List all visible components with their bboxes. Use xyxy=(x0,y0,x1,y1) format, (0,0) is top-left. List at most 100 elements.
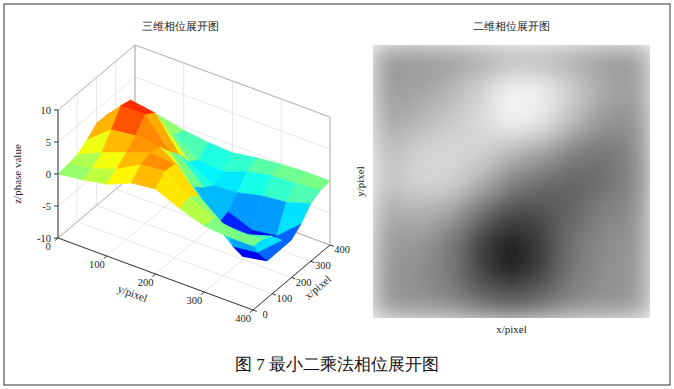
heatmap-cell xyxy=(404,45,435,76)
heatmap-cell xyxy=(619,75,650,106)
heatmap-cell xyxy=(496,257,527,288)
caption: 图 7 最小二乘法相位展开图 xyxy=(235,355,439,374)
grid-line xyxy=(58,45,135,110)
grid-line xyxy=(135,45,330,117)
heatmap-cell xyxy=(435,288,466,318)
heatmap-cell xyxy=(404,227,435,258)
heatmap-cell xyxy=(373,166,404,197)
box-edge xyxy=(58,45,135,110)
heatmap-cell xyxy=(496,106,527,137)
heatmap-cell xyxy=(558,166,589,197)
heatmap-cell xyxy=(558,288,589,318)
heatmap-cell xyxy=(496,288,527,318)
heatmap-cell xyxy=(527,257,558,288)
heatmap-cell xyxy=(558,257,589,288)
heatmap-cell xyxy=(588,166,619,197)
tick-label: 300 xyxy=(186,295,202,306)
tick-label: 10 xyxy=(41,105,52,116)
heatmap-cell xyxy=(588,45,619,76)
tick xyxy=(54,142,58,143)
heatmap-cell xyxy=(527,136,558,167)
heatmap-cell xyxy=(373,227,404,258)
heatmap-cell xyxy=(527,45,558,76)
tick xyxy=(54,110,58,111)
axis-title: y/pixel xyxy=(354,166,366,197)
heatmap-cell xyxy=(588,227,619,258)
heatmap-cell xyxy=(588,197,619,228)
tick xyxy=(330,245,334,246)
heatmap-cell xyxy=(527,288,558,318)
surface-panel: 三维相位展开图-10-50510010020030040001002003004… xyxy=(11,20,350,324)
chart-title: 二维相位展开图 xyxy=(473,20,550,32)
heatmap-cell xyxy=(404,197,435,228)
tick xyxy=(54,206,58,207)
grid-line xyxy=(204,227,281,292)
heatmap-cell xyxy=(404,106,435,137)
tick-label: 0 xyxy=(45,241,50,252)
surface-patch xyxy=(286,183,320,203)
heatmap-cell xyxy=(619,106,650,137)
axis-title: z/phase value xyxy=(11,144,23,204)
surface-patch xyxy=(180,197,214,226)
heatmap-cell xyxy=(588,136,619,167)
heatmap-cell xyxy=(465,45,496,76)
surface-patch xyxy=(204,219,238,237)
heatmap-cell xyxy=(435,75,466,106)
heatmap-cell xyxy=(588,257,619,288)
heatmap-cell xyxy=(465,136,496,167)
figure-frame xyxy=(4,4,670,385)
heatmap-cell xyxy=(435,166,466,197)
axis-line xyxy=(58,238,253,310)
heatmap-cell xyxy=(465,106,496,137)
heatmap-cell xyxy=(527,106,558,137)
heatmap-cell xyxy=(465,288,496,318)
tick-label: 400 xyxy=(334,244,350,255)
heatmap-cell xyxy=(435,45,466,76)
heatmap-cell xyxy=(404,257,435,288)
heatmap-cell xyxy=(496,227,527,258)
heatmap-cell xyxy=(404,75,435,106)
heatmap-cell xyxy=(558,197,589,228)
heatmap-cell xyxy=(435,197,466,228)
heatmap-cell xyxy=(465,75,496,106)
heatmap-cell xyxy=(619,288,650,318)
axis-title: x/pixel xyxy=(496,323,527,335)
grid-line xyxy=(58,238,253,310)
heatmap-cell xyxy=(588,106,619,137)
heatmap-cell xyxy=(496,136,527,167)
surface xyxy=(58,100,330,261)
tick xyxy=(292,278,296,279)
heatmap-cell xyxy=(496,75,527,106)
tick-label: 300 xyxy=(315,260,331,271)
heatmap-cell xyxy=(527,197,558,228)
heatmap-cell xyxy=(558,75,589,106)
tick-label: 200 xyxy=(138,277,154,288)
heatmap-cell xyxy=(619,227,650,258)
heatmap-cell xyxy=(435,257,466,288)
heatmap-cell xyxy=(558,136,589,167)
tick-label: -5 xyxy=(42,201,51,212)
heatmap-cell xyxy=(496,197,527,228)
heatmap-cell xyxy=(496,166,527,197)
axis-title: y/pixel xyxy=(116,282,149,304)
heatmap-cell xyxy=(558,45,589,76)
tick xyxy=(55,238,58,241)
heatmap-cell xyxy=(435,106,466,137)
heatmap-cell xyxy=(373,136,404,167)
heatmap-cell xyxy=(404,288,435,318)
heatmap-clip xyxy=(373,45,650,318)
figure: 三维相位展开图-10-50510010020030040001002003004… xyxy=(0,0,674,389)
axes: -10-5051001002003004000100200300400y/pix… xyxy=(11,105,350,324)
heatmap-cell xyxy=(527,75,558,106)
tick-label: 400 xyxy=(235,313,251,324)
heatmap-cell xyxy=(373,288,404,318)
heatmap-cell xyxy=(435,227,466,258)
tick xyxy=(54,174,58,175)
surface-patch xyxy=(229,232,263,246)
heatmap-cell xyxy=(373,257,404,288)
tick-label: 0 xyxy=(46,169,51,180)
tick xyxy=(272,294,276,295)
heatmap-cell xyxy=(373,45,404,76)
grid xyxy=(58,45,330,310)
heatmap-panel: 二维相位展开图 x/pixel y/pixel xyxy=(354,20,651,335)
